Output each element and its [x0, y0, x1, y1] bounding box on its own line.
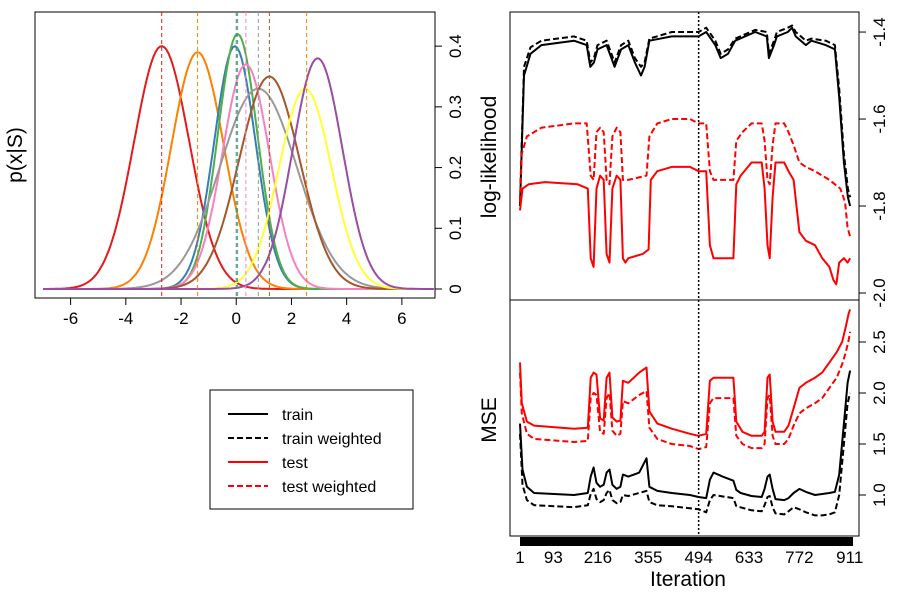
x-tick-label: 1: [515, 548, 524, 567]
loglik-series: [519, 24, 852, 286]
iteration-x-axis-label: Iteration: [650, 568, 726, 591]
y-tick-label: -2.0: [870, 278, 889, 307]
density-curves: [43, 32, 434, 290]
y-tick-label: 2.0: [870, 381, 889, 405]
x-tick-label: -2: [173, 309, 188, 328]
series-line: [519, 331, 852, 451]
legend-label: train weighted: [282, 431, 382, 448]
x-tick-label: 6: [397, 309, 406, 328]
x-tick-label: 2: [287, 309, 296, 328]
series-line: [519, 392, 852, 517]
density-curve: [43, 63, 434, 290]
x-tick-label: 494: [684, 548, 712, 567]
x-tick-label: -4: [118, 309, 133, 328]
y-tick-label: 1.5: [870, 432, 889, 456]
density-y-axis-label: p(x|S): [4, 127, 27, 183]
x-tick-label: 93: [544, 548, 563, 567]
legend-label: test: [282, 455, 308, 472]
iteration-x-axis: 1 93 216 355 494 633 772 911: [515, 548, 863, 567]
mse-plot-frame: [509, 299, 860, 537]
legend-box: [209, 389, 414, 510]
y-tick-label: 0: [446, 284, 465, 293]
loglik-plot-frame: [509, 11, 860, 301]
y-tick-label: -1.4: [870, 17, 889, 46]
y-tick-label: -1.6: [870, 104, 889, 133]
density-curve: [43, 75, 434, 290]
density-curve: [43, 87, 434, 290]
series-line: [519, 161, 851, 286]
x-tick-label: 4: [342, 309, 351, 328]
density-curve: [43, 45, 434, 290]
mse-panel: 1.0 1.5 2.0 2.5 MSE 1 93 216 355 494 633 772 911 I…: [478, 299, 889, 591]
loglik-y-axis-label: log-likelihood: [478, 96, 501, 219]
x-tick-label: 355: [634, 548, 662, 567]
x-tick-label: 216: [584, 548, 612, 567]
mse-y-axis-label: MSE: [478, 397, 501, 443]
loglik-y-axis: -2.0 -1.8 -1.6 -1.4: [859, 17, 889, 308]
x-tick-label: 633: [735, 548, 763, 567]
density-curve: [43, 51, 434, 290]
series-line: [519, 309, 852, 437]
density-curve: [43, 45, 434, 290]
x-tick-label: 0: [232, 309, 241, 328]
legend: train train weighted test test weighted: [209, 389, 414, 510]
density-panel: -6 -4 -2 0 2 4 6 0 0.1 0.2 0.3 0.4 p(x|S): [4, 11, 465, 328]
y-tick-label: 0.4: [446, 34, 465, 58]
x-tick-label: -6: [63, 309, 78, 328]
density-curve: [43, 57, 434, 290]
legend-items: train train weighted test test weighted: [228, 407, 382, 496]
y-tick-label: 2.5: [870, 330, 889, 354]
density-plot-frame: [34, 11, 436, 299]
y-tick-label: 0.3: [446, 95, 465, 119]
y-tick-label: 0.2: [446, 156, 465, 180]
y-tick-label: -1.8: [870, 191, 889, 220]
series-line: [519, 370, 852, 502]
series-line: [519, 26, 852, 207]
loglik-panel: -2.0 -1.8 -1.6 -1.4 log-likelihood: [478, 11, 889, 308]
x-tick-label: 772: [785, 548, 813, 567]
density-x-axis: -6 -4 -2 0 2 4 6: [63, 298, 407, 328]
iteration-rug-bar: [520, 537, 853, 546]
y-tick-label: 1.0: [870, 483, 889, 507]
y-tick-label: 0.1: [446, 216, 465, 240]
series-line: [519, 24, 852, 202]
x-tick-label: 911: [836, 548, 863, 567]
density-y-axis: 0 0.1 0.2 0.3 0.4: [435, 34, 465, 294]
legend-label: test weighted: [282, 479, 376, 496]
density-mean-lines: [161, 12, 308, 298]
density-curve: [43, 87, 434, 290]
legend-label: train: [282, 407, 313, 424]
mse-series: [519, 309, 852, 517]
mse-y-axis: 1.0 1.5 2.0 2.5: [859, 330, 889, 507]
series-line: [519, 118, 852, 237]
